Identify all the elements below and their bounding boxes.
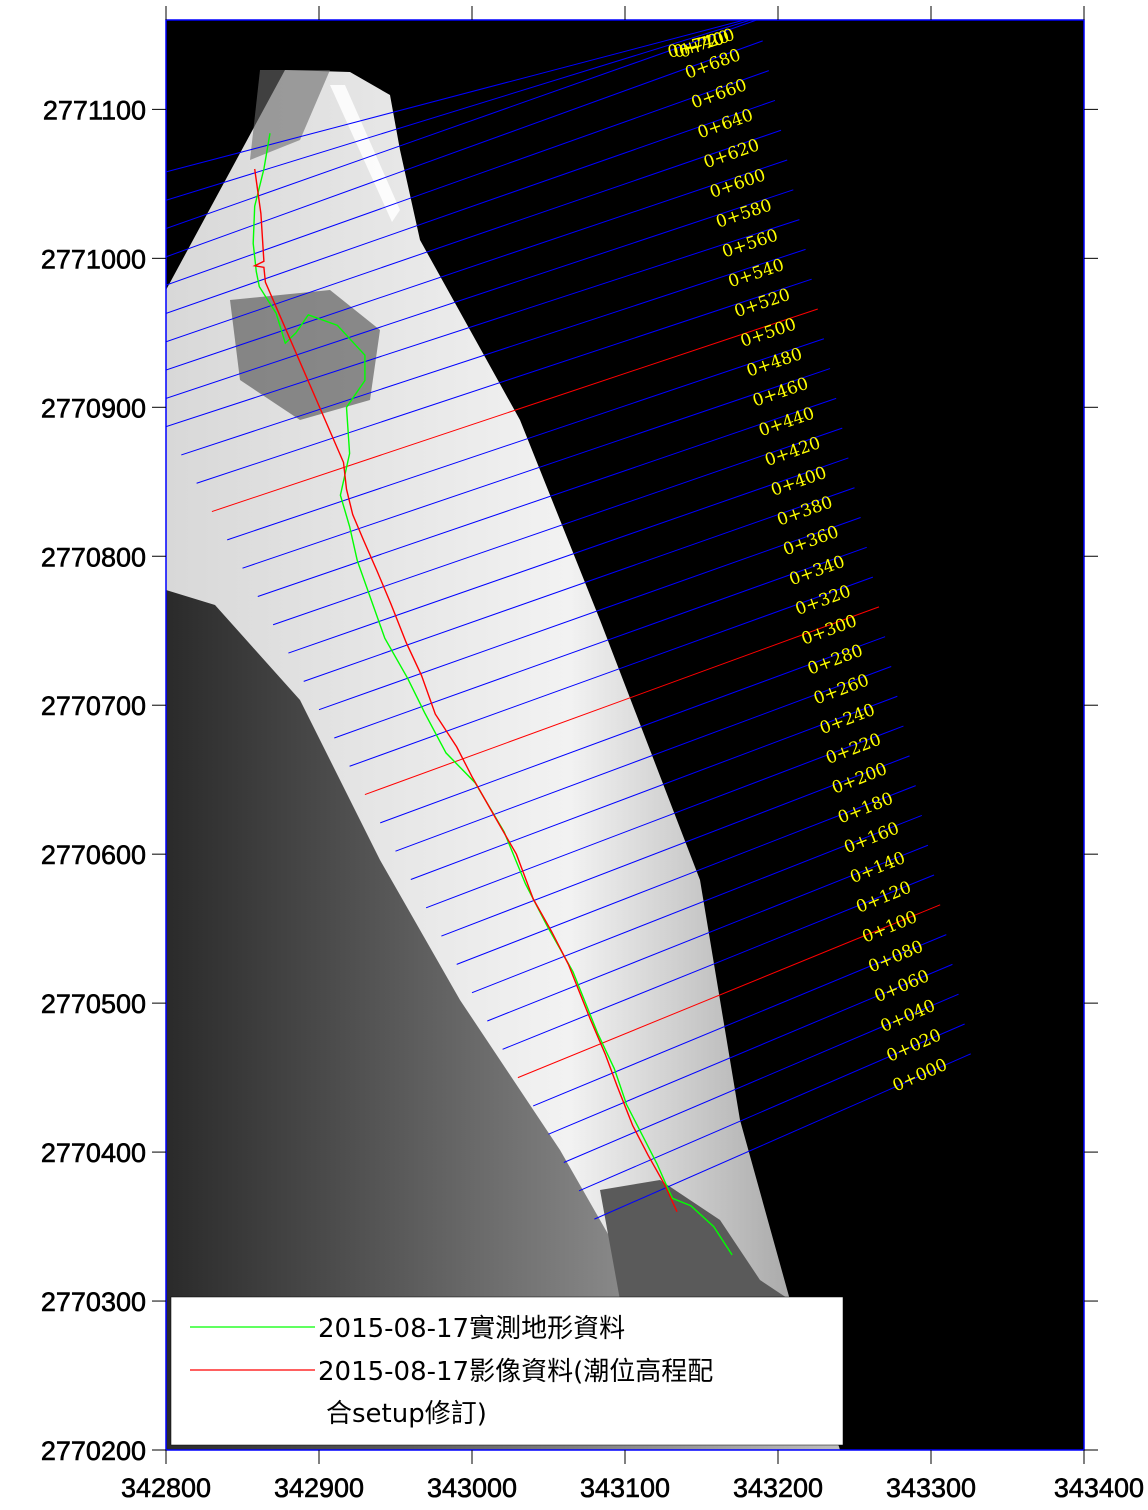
legend-label-image-line2: 合setup修訂) bbox=[326, 1399, 487, 1429]
x-tick-label: 342900 bbox=[274, 1473, 364, 1503]
transect-line-0+500 bbox=[211, 308, 818, 513]
transect-line-0+460 bbox=[242, 368, 831, 569]
y-tick-label: 2770700 bbox=[41, 691, 146, 721]
transect-line-0+600 bbox=[166, 159, 788, 371]
transect-line-0+360 bbox=[318, 517, 861, 711]
transect-line-0+040 bbox=[563, 993, 959, 1163]
legend-box bbox=[170, 1296, 844, 1446]
transect-line-0+620 bbox=[166, 129, 782, 343]
transect-line-0+080 bbox=[533, 934, 947, 1107]
legend-label-image-line1: 2015-08-17影像資料(潮位高程配 bbox=[318, 1357, 713, 1387]
y-tick-label: 2770200 bbox=[41, 1436, 146, 1466]
transect-line-0+380 bbox=[303, 487, 855, 682]
x-tick-label: 343400 bbox=[1054, 1473, 1144, 1503]
transect-line-0+120 bbox=[502, 874, 935, 1050]
series-line-survey bbox=[252, 133, 733, 1256]
transect-lines bbox=[166, 20, 971, 1220]
transect-line-0+580 bbox=[166, 189, 794, 399]
transect-line-0+680 bbox=[166, 40, 763, 258]
transect-line-0+400 bbox=[288, 457, 849, 654]
legend-label-survey: 2015-08-17實測地形資料 bbox=[318, 1314, 625, 1344]
transect-line-0+560 bbox=[166, 219, 800, 428]
transect-line-0+100 bbox=[517, 904, 941, 1079]
x-tick-label: 343300 bbox=[886, 1473, 976, 1503]
transect-line-0+480 bbox=[227, 338, 825, 541]
aerial-imagery bbox=[166, 70, 840, 1450]
transect-line-0+740 bbox=[166, 20, 745, 173]
transect-line-0+200 bbox=[441, 755, 910, 937]
transect-line-0+540 bbox=[181, 248, 806, 456]
transect-line-0+160 bbox=[471, 814, 923, 994]
transect-line-0+440 bbox=[257, 397, 837, 597]
x-tick-label: 342800 bbox=[121, 1473, 211, 1503]
x-tick-label: 343200 bbox=[733, 1473, 823, 1503]
shoreline-series bbox=[252, 133, 733, 1256]
transect-line-0+060 bbox=[548, 963, 953, 1135]
transect-line-0+280 bbox=[380, 636, 886, 824]
y-tick-label: 2770300 bbox=[41, 1287, 146, 1317]
transect-line-0+340 bbox=[334, 546, 867, 739]
transect-line-0+660 bbox=[166, 70, 769, 286]
transect-line-0+520 bbox=[196, 278, 812, 484]
y-tick-label: 2770900 bbox=[41, 393, 146, 423]
transect-line-0+640 bbox=[166, 99, 776, 314]
series-line-image bbox=[252, 168, 678, 1212]
transect-line-0+700 bbox=[166, 20, 757, 230]
legend: 2015-08-17實測地形資料 2015-08-17影像資料(潮位高程配 合s… bbox=[170, 1296, 844, 1446]
y-tick-label: 2770800 bbox=[41, 542, 146, 572]
y-tick-label: 2770400 bbox=[41, 1138, 146, 1168]
transect-line-0+020 bbox=[578, 1023, 965, 1192]
x-tick-label: 343100 bbox=[580, 1473, 670, 1503]
transect-line-0+180 bbox=[456, 785, 916, 965]
transect-line-0+000 bbox=[594, 1053, 971, 1220]
y-tick-label: 2771000 bbox=[41, 244, 146, 274]
axes: 342800 342900 343000 343100 343200 343300 3434… bbox=[41, 6, 1144, 1503]
x-tick-label: 343000 bbox=[427, 1473, 517, 1503]
y-tick-label: 2770600 bbox=[41, 840, 146, 870]
transect-line-0+140 bbox=[487, 844, 929, 1022]
transect-line-0+300 bbox=[364, 606, 880, 796]
transect-line-0+260 bbox=[395, 666, 892, 852]
y-tick-label: 2771100 bbox=[43, 95, 146, 125]
transect-line-0+240 bbox=[410, 695, 898, 880]
y-tick-label: 2770500 bbox=[41, 989, 146, 1019]
transect-line-0+220 bbox=[425, 725, 904, 909]
